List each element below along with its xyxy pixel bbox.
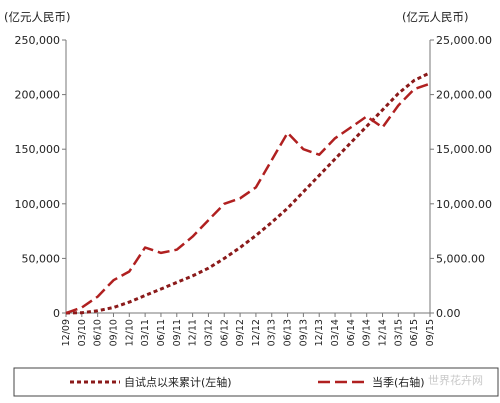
series-cumulative-line <box>65 71 431 315</box>
right-tick-label: 25,000.00 <box>436 34 492 47</box>
x-tick-label: 06/11 <box>156 319 167 346</box>
watermark: 世界花卉网 <box>428 374 483 387</box>
x-tick-label: 03/13 <box>267 319 278 346</box>
x-tick-label: 12/09 <box>61 319 72 346</box>
left-tick-label: 200,000 <box>15 89 61 102</box>
x-tick-label: 03/12 <box>203 319 214 346</box>
x-tick-label: 03/15 <box>393 319 404 346</box>
legend-label-cumulative: 自试点以来累计(左轴) <box>124 375 232 389</box>
left-tick-label: 0 <box>53 307 60 320</box>
x-tick-label: 09/14 <box>362 319 373 346</box>
legend-label-quarterly: 当季(右轴) <box>372 375 425 389</box>
x-tick-label: 12/10 <box>124 319 135 346</box>
series-quarterly-line <box>65 82 431 315</box>
left-tick-label: 250,000 <box>15 34 61 47</box>
x-tick-label: 12/14 <box>378 319 389 346</box>
left-axis-unit: (亿元人民币) <box>4 10 70 24</box>
right-tick-label: 0.00 <box>436 307 461 320</box>
x-tick-label: 06/13 <box>283 319 294 346</box>
left-tick-label: 50,000 <box>22 252 61 265</box>
x-tick-label: 09/11 <box>172 319 183 346</box>
right-axis-unit: (亿元人民币) <box>402 10 468 24</box>
right-tick-label: 15,000.00 <box>436 143 492 156</box>
x-tick-label: 12/13 <box>314 319 325 346</box>
x-tick-label: 06/10 <box>93 319 104 346</box>
right-tick-label: 20,000.00 <box>436 89 492 102</box>
left-tick-label: 150,000 <box>15 143 61 156</box>
x-tick-label: 06/15 <box>409 319 420 346</box>
x-tick-label: 06/12 <box>219 319 230 346</box>
right-tick-label: 5,000.00 <box>436 252 485 265</box>
x-tick-label: 03/11 <box>140 319 151 346</box>
x-tick-label: 09/12 <box>235 319 246 346</box>
right-tick-label: 10,000.00 <box>436 198 492 211</box>
x-tick-label: 12/11 <box>188 319 199 346</box>
x-tick-label: 09/13 <box>298 319 309 346</box>
left-tick-label: 100,000 <box>15 198 61 211</box>
legend-box <box>13 367 499 397</box>
x-tick-label: 03/14 <box>330 319 341 346</box>
x-tick-label: 09/10 <box>108 319 119 346</box>
x-tick-label: 12/12 <box>251 319 262 346</box>
x-tick-label: 03/10 <box>77 319 88 346</box>
x-tick-label: 06/14 <box>346 319 357 346</box>
x-tick-label: 09/15 <box>425 319 436 346</box>
